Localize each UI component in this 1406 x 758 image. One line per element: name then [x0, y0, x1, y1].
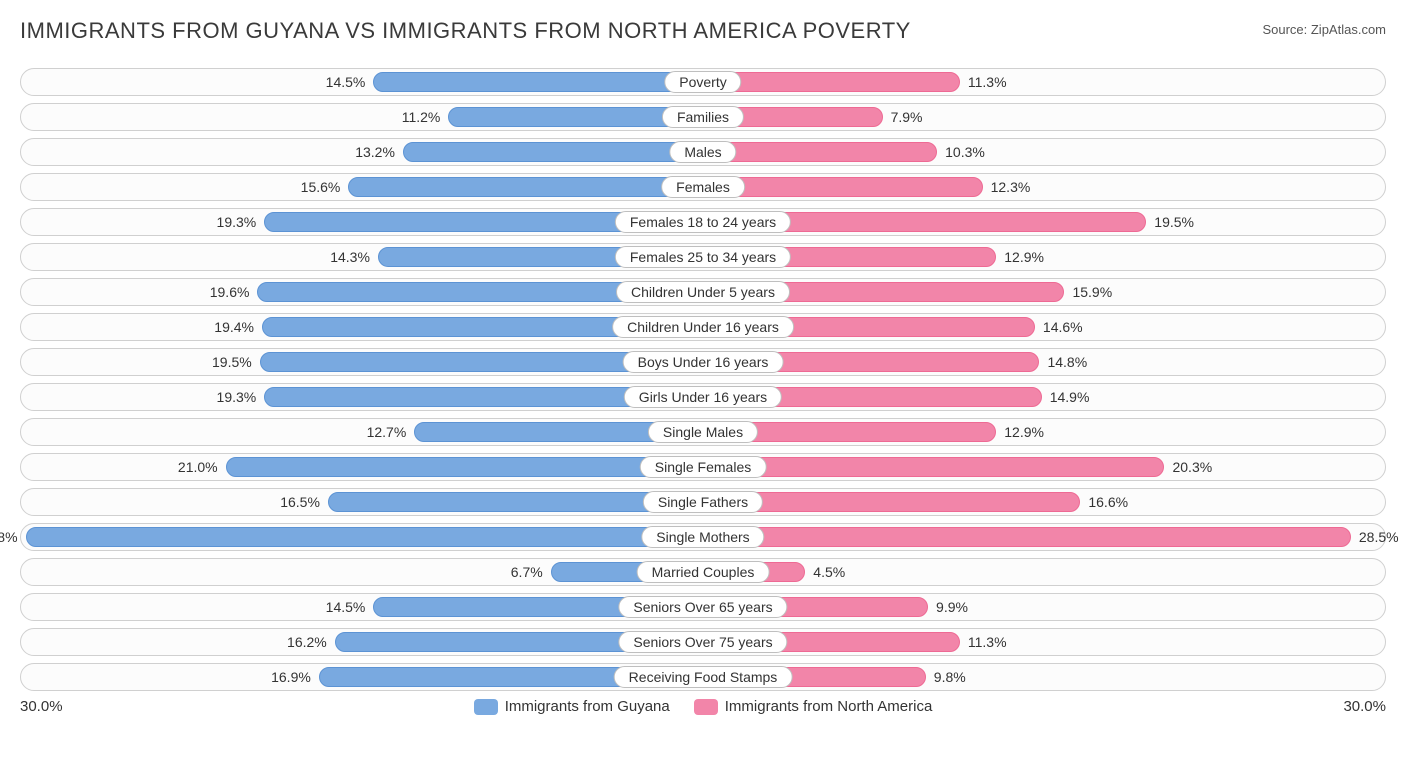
axis-max-right: 30.0% [1306, 698, 1386, 715]
value-right: 9.8% [934, 664, 966, 690]
category-label: Children Under 5 years [616, 281, 790, 303]
category-label: Married Couples [637, 561, 770, 583]
value-left: 12.7% [367, 419, 407, 445]
value-left: 14.5% [326, 69, 366, 95]
bar-right [703, 142, 937, 162]
value-right: 28.5% [1359, 524, 1399, 550]
value-right: 4.5% [813, 559, 845, 585]
axis-max-left: 30.0% [20, 698, 100, 715]
value-right: 20.3% [1172, 454, 1212, 480]
value-left: 16.2% [287, 629, 327, 655]
category-label: Poverty [664, 71, 741, 93]
value-right: 15.9% [1072, 279, 1112, 305]
value-left: 21.0% [178, 454, 218, 480]
value-left: 19.3% [217, 384, 257, 410]
category-label: Seniors Over 65 years [618, 596, 787, 618]
chart-row: 21.0% 20.3% Single Females [20, 453, 1386, 481]
bar-left [226, 457, 703, 477]
legend-swatch-right [694, 699, 718, 715]
category-label: Single Females [640, 456, 767, 478]
value-left: 6.7% [511, 559, 543, 585]
bar-left [26, 527, 703, 547]
legend: Immigrants from Guyana Immigrants from N… [100, 698, 1306, 715]
category-label: Females [661, 176, 745, 198]
chart-row: 19.3% 14.9% Girls Under 16 years [20, 383, 1386, 411]
value-left: 16.5% [280, 489, 320, 515]
bar-left [348, 177, 703, 197]
value-right: 11.3% [968, 629, 1007, 655]
bar-right [703, 457, 1164, 477]
chart-row: 19.4% 14.6% Children Under 16 years [20, 313, 1386, 341]
value-right: 14.6% [1043, 314, 1083, 340]
category-label: Families [662, 106, 744, 128]
bar-right [703, 72, 960, 92]
value-right: 14.9% [1050, 384, 1090, 410]
chart-title: IMMIGRANTS FROM GUYANA VS IMMIGRANTS FRO… [20, 18, 911, 44]
value-left: 15.6% [301, 174, 341, 200]
value-left: 14.3% [330, 244, 370, 270]
value-right: 10.3% [945, 139, 985, 165]
value-right: 19.5% [1154, 209, 1194, 235]
bar-left [403, 142, 703, 162]
chart-row: 16.2% 11.3% Seniors Over 75 years [20, 628, 1386, 656]
chart-footer: 30.0% Immigrants from Guyana Immigrants … [20, 698, 1386, 715]
legend-label-right: Immigrants from North America [725, 698, 933, 715]
value-left: 11.2% [402, 104, 441, 130]
chart-row: 19.6% 15.9% Children Under 5 years [20, 278, 1386, 306]
chart-row: 29.8%28.5%Single Mothers [20, 523, 1386, 551]
category-label: Boys Under 16 years [623, 351, 784, 373]
chart-row: 14.3% 12.9% Females 25 to 34 years [20, 243, 1386, 271]
value-left: 19.6% [210, 279, 250, 305]
category-label: Females 18 to 24 years [615, 211, 791, 233]
bar-right [703, 527, 1351, 547]
value-right: 14.8% [1047, 349, 1087, 375]
value-left: 14.5% [326, 594, 366, 620]
value-right: 12.3% [991, 174, 1031, 200]
category-label: Females 25 to 34 years [615, 246, 791, 268]
chart-row: 19.3% 19.5% Females 18 to 24 years [20, 208, 1386, 236]
chart-row: 15.6% 12.3% Females [20, 173, 1386, 201]
category-label: Girls Under 16 years [624, 386, 782, 408]
chart-row: 19.5% 14.8% Boys Under 16 years [20, 348, 1386, 376]
value-left: 19.4% [214, 314, 254, 340]
legend-swatch-left [474, 699, 498, 715]
value-left: 29.8% [0, 524, 18, 550]
legend-item-right: Immigrants from North America [694, 698, 933, 715]
chart-row: 16.9% 9.8% Receiving Food Stamps [20, 663, 1386, 691]
butterfly-chart: 14.5%11.3%Poverty11.2%7.9%Families13.2%1… [20, 68, 1386, 691]
value-right: 16.6% [1088, 489, 1128, 515]
category-label: Single Mothers [641, 526, 764, 548]
category-label: Single Males [648, 421, 758, 443]
chart-source: Source: ZipAtlas.com [1262, 22, 1386, 37]
value-left: 19.3% [217, 209, 257, 235]
value-left: 16.9% [271, 664, 311, 690]
bar-right [703, 177, 983, 197]
value-right: 12.9% [1004, 244, 1044, 270]
value-left: 13.2% [355, 139, 395, 165]
value-right: 12.9% [1004, 419, 1044, 445]
legend-label-left: Immigrants from Guyana [505, 698, 670, 715]
chart-row: 14.5% 11.3% Poverty [20, 68, 1386, 96]
chart-row: 13.2% 10.3% Males [20, 138, 1386, 166]
value-right: 7.9% [891, 104, 923, 130]
legend-item-left: Immigrants from Guyana [474, 698, 670, 715]
category-label: Receiving Food Stamps [614, 666, 793, 688]
bar-left [373, 72, 703, 92]
category-label: Single Fathers [643, 491, 763, 513]
value-right: 9.9% [936, 594, 968, 620]
category-label: Children Under 16 years [612, 316, 794, 338]
chart-row: 11.2% 7.9% Families [20, 103, 1386, 131]
category-label: Males [669, 141, 736, 163]
value-right: 11.3% [968, 69, 1007, 95]
chart-row: 16.5% 16.6% Single Fathers [20, 488, 1386, 516]
chart-row: 12.7% 12.9% Single Males [20, 418, 1386, 446]
chart-header: IMMIGRANTS FROM GUYANA VS IMMIGRANTS FRO… [20, 18, 1386, 44]
chart-row: 6.7% 4.5% Married Couples [20, 558, 1386, 586]
chart-row: 14.5% 9.9% Seniors Over 65 years [20, 593, 1386, 621]
value-left: 19.5% [212, 349, 252, 375]
category-label: Seniors Over 75 years [618, 631, 787, 653]
